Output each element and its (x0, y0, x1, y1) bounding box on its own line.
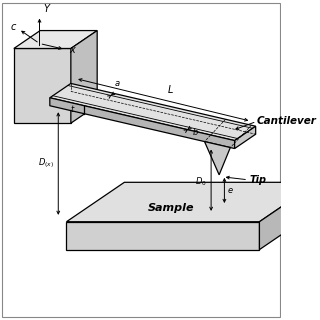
Polygon shape (67, 182, 317, 222)
Text: Y: Y (43, 4, 49, 14)
Text: L: L (168, 85, 173, 95)
Polygon shape (67, 222, 260, 250)
Text: $D_0$: $D_0$ (195, 176, 206, 188)
Polygon shape (260, 182, 317, 250)
Polygon shape (14, 31, 97, 49)
Text: $D_{(x)}$: $D_{(x)}$ (38, 157, 54, 171)
Text: Tip: Tip (250, 175, 267, 185)
Polygon shape (50, 98, 235, 148)
Polygon shape (50, 84, 256, 140)
Text: t: t (70, 105, 74, 114)
Text: c: c (11, 22, 16, 32)
Text: a: a (114, 79, 119, 88)
Polygon shape (71, 31, 97, 123)
Polygon shape (14, 49, 71, 123)
Text: e: e (228, 186, 233, 195)
Text: Cantilever: Cantilever (257, 116, 316, 126)
Text: x: x (69, 45, 75, 55)
Text: Sample: Sample (148, 203, 194, 212)
Polygon shape (204, 141, 230, 175)
Polygon shape (235, 126, 256, 148)
Text: b: b (192, 128, 198, 137)
